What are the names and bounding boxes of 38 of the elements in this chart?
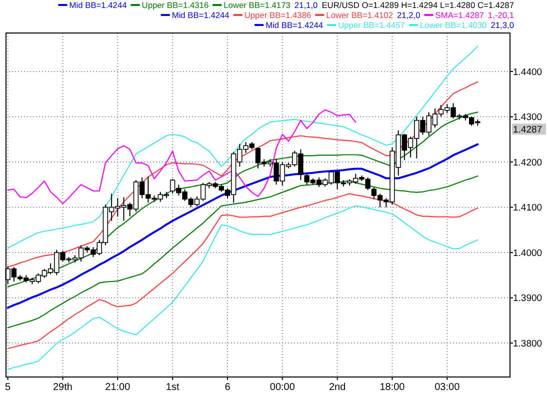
y-tick-label: 1.4300 [513, 112, 542, 124]
x-tick-label: 29th [53, 382, 72, 393]
text: Mid BB=1.4244 [172, 10, 230, 20]
y-tick-label: 1.4200 [513, 157, 542, 168]
legend-label: Lower BB=1.4030 [420, 20, 488, 30]
x-tick-label: 18:00 [380, 382, 406, 393]
text: Mid BB=1.4244 [69, 0, 127, 10]
x-tick-label: 5 [5, 382, 12, 393]
x-tick-label: 00:00 [270, 382, 296, 393]
legend-label: SMA=1.4287 [435, 10, 484, 20]
line-series [7, 109, 356, 204]
legend-label: Upper BB=1.4316 [142, 0, 209, 10]
line-series [6, 143, 479, 309]
line-series [7, 193, 478, 350]
text: 1,-20,1 [488, 10, 514, 20]
line-series [7, 205, 478, 370]
line-series [7, 112, 478, 288]
y-tick-label: 1.4000 [513, 248, 542, 259]
y-tick-label: 1.3800 [513, 338, 542, 350]
legend-label: Mid BB=1.4244 [266, 20, 324, 30]
x-tick-label: 21:00 [105, 382, 131, 393]
x-tick-label: 2nd [328, 382, 346, 393]
y-tick-label: 1.4400 [513, 66, 542, 78]
y-tick-label: 1.4100 [513, 202, 542, 214]
x-tick-label: 03:00 [434, 382, 460, 393]
text: 21,1,0 [294, 0, 318, 10]
legend-label: Lower BB=1.4102 [326, 10, 394, 20]
x-tick-label: 6 [224, 382, 231, 393]
line-series [7, 46, 478, 249]
legend-label: Lower BB=1.4173 [224, 0, 291, 10]
text: 21,3,0 [490, 20, 514, 30]
text: 1.4287 [513, 124, 542, 136]
legend-label: Upper BB=1.4386 [244, 10, 312, 20]
x-tick-label: 1st [166, 382, 180, 393]
text: 21,2,0 [396, 10, 421, 20]
chart-title: EUR/USD O=1.4289 H=1.4294 L=1.4280 C=1.4287 [322, 0, 514, 10]
y-tick-label: 1.3900 [513, 293, 542, 304]
legend-label: Upper BB=1.4457 [338, 20, 406, 30]
